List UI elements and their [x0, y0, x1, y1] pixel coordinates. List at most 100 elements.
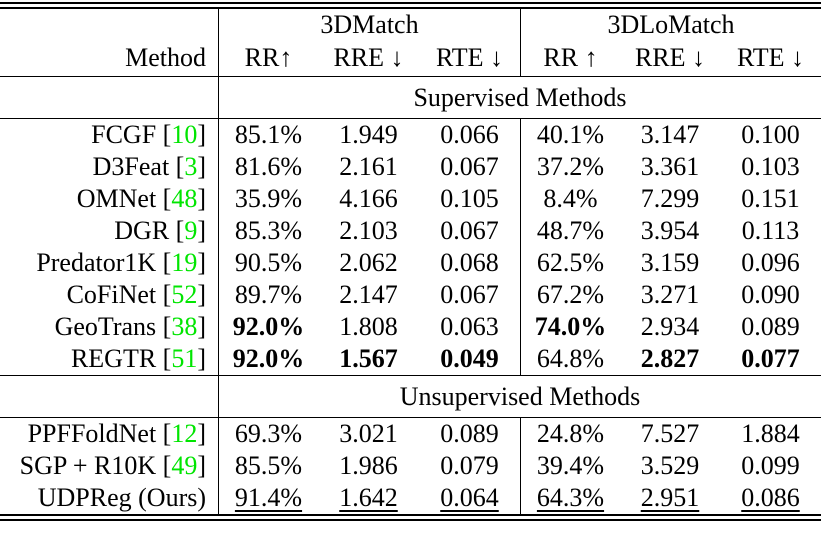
section-header-spacer: [0, 77, 218, 118]
bottom-double-rule: [0, 514, 821, 521]
value-cell: 7.299: [620, 183, 720, 215]
metric-value: 0.063: [440, 312, 499, 341]
metric-value: 7.299: [640, 184, 700, 213]
metric-value: 48.7%: [536, 216, 605, 245]
citation-ref: 12: [171, 419, 198, 448]
value-cell: 92.0%: [218, 311, 318, 343]
value-cell: 2.934: [620, 311, 720, 343]
table-row: OMNet [48] 35.9% 4.166 0.105 8.4% 7.299 0.151: [0, 183, 821, 215]
value-cell: 35.9%: [218, 183, 318, 215]
value-cell: 91.4%: [218, 482, 318, 514]
value-cell: 1.567: [318, 343, 419, 375]
method-cell: D3Feat [3]: [92, 152, 206, 181]
value-cell: 0.067: [419, 215, 520, 247]
citation-ref: 9: [184, 216, 198, 245]
table-row: REGTR [51] 92.0% 1.567 0.049 64.8% 2.827 0.077: [0, 343, 821, 375]
group-header-spacer: [0, 9, 218, 40]
top-double-rule: [0, 2, 821, 9]
value-cell: 3.159: [620, 247, 720, 279]
metric-value: 2.161: [339, 152, 398, 181]
value-cell: 62.5%: [520, 247, 620, 279]
table-row: PPFFoldNet [12] 69.3% 3.021 0.089 24.8% 7.527…: [0, 418, 821, 450]
metric-value: 2.951: [640, 483, 700, 512]
value-cell: 2.103: [318, 215, 419, 247]
section-bottom-rule: [0, 118, 821, 119]
value-cell: 3.529: [620, 450, 720, 482]
metric-value: 0.067: [440, 216, 499, 245]
metric-value: 2.147: [339, 280, 398, 309]
value-cell: 8.4%: [520, 183, 620, 215]
value-cell: 0.089: [419, 418, 520, 450]
metric-value: 3.021: [339, 419, 398, 448]
value-cell: 2.161: [318, 151, 419, 183]
value-cell: 7.527: [620, 418, 720, 450]
metric-value: 0.105: [440, 184, 499, 213]
metric-value: 0.086: [741, 483, 800, 512]
metric-value: 0.089: [440, 419, 499, 448]
metric-value: 0.151: [741, 184, 800, 213]
metric-value: 0.089: [741, 312, 800, 341]
method-cell: PPFFoldNet [12]: [27, 419, 206, 448]
citation-ref: 10: [171, 120, 198, 149]
metric-value: 0.077: [741, 344, 800, 373]
citation-ref: 49: [171, 451, 198, 480]
metric-value: 7.527: [640, 419, 700, 448]
metric-value: 0.096: [741, 248, 800, 277]
metric-value: 1.808: [339, 312, 398, 341]
group-header-3dlomatch: 3DLoMatch: [520, 9, 821, 40]
metric-value: 85.5%: [234, 451, 303, 480]
table-row: D3Feat [3] 81.6% 2.161 0.067 37.2% 3.361 0.103: [0, 151, 821, 183]
value-cell: 2.827: [620, 343, 720, 375]
table-row: Predator1K [19] 90.5% 2.062 0.068 62.5% 3.159…: [0, 247, 821, 279]
results-table: 3DMatch 3DLoMatch Method RR↑ RRE ↓ RTE ↓…: [0, 2, 821, 521]
table-row: CoFiNet [52] 89.7% 2.147 0.067 67.2% 3.271 0.0…: [0, 279, 821, 311]
metric-value: 8.4%: [543, 184, 598, 213]
metric-value: 85.3%: [234, 216, 303, 245]
metric-value: 35.9%: [234, 184, 303, 213]
metric-value: 2.062: [339, 248, 398, 277]
metric-value: 92.0%: [232, 312, 305, 341]
value-cell: 0.077: [720, 343, 821, 375]
value-cell: 40.1%: [520, 119, 620, 151]
value-cell: 0.089: [720, 311, 821, 343]
col-header-rre-3dlomatch: RRE ↓: [634, 43, 706, 72]
col-header-rte-3dmatch: RTE ↓: [435, 43, 504, 72]
value-cell: 1.642: [318, 482, 419, 514]
value-cell: 2.062: [318, 247, 419, 279]
col-header-rre-3dmatch: RRE ↓: [333, 43, 404, 72]
value-cell: 0.096: [720, 247, 821, 279]
group-header-3dmatch: 3DMatch: [218, 9, 520, 40]
metric-value: 0.103: [741, 152, 800, 181]
metric-value: 81.6%: [234, 152, 303, 181]
table-row: GeoTrans [38] 92.0% 1.808 0.063 74.0% 2.934 0.…: [0, 311, 821, 343]
method-cell: OMNet [48]: [76, 184, 206, 213]
value-cell: 85.5%: [218, 450, 318, 482]
metric-value: 3.271: [640, 280, 700, 309]
value-cell: 1.949: [318, 119, 419, 151]
metric-value: 2.103: [339, 216, 398, 245]
section-header-spacer: [0, 376, 218, 417]
metric-value: 0.099: [741, 451, 800, 480]
metric-value: 0.066: [440, 120, 499, 149]
value-cell: 0.079: [419, 450, 520, 482]
metric-value: 39.4%: [536, 451, 605, 480]
metric-value: 90.5%: [234, 248, 303, 277]
metric-value: 89.7%: [234, 280, 303, 309]
value-cell: 0.151: [720, 183, 821, 215]
value-cell: 37.2%: [520, 151, 620, 183]
value-cell: 0.103: [720, 151, 821, 183]
value-cell: 0.064: [419, 482, 520, 514]
method-cell: CoFiNet [52]: [66, 280, 206, 309]
value-cell: 0.063: [419, 311, 520, 343]
metric-value: 40.1%: [536, 120, 605, 149]
value-cell: 4.166: [318, 183, 419, 215]
metric-value: 62.5%: [536, 248, 605, 277]
value-cell: 74.0%: [520, 311, 620, 343]
column-header-row: Method RR↑ RRE ↓ RTE ↓ RR ↑ RRE ↓ RTE ↓: [0, 40, 821, 76]
metric-value: 92.0%: [232, 344, 305, 373]
metric-value: 3.954: [640, 216, 700, 245]
value-cell: 92.0%: [218, 343, 318, 375]
value-cell: 3.021: [318, 418, 419, 450]
citation-ref: 48: [171, 184, 198, 213]
col-header-rr-3dlomatch: RR ↑: [520, 40, 620, 76]
